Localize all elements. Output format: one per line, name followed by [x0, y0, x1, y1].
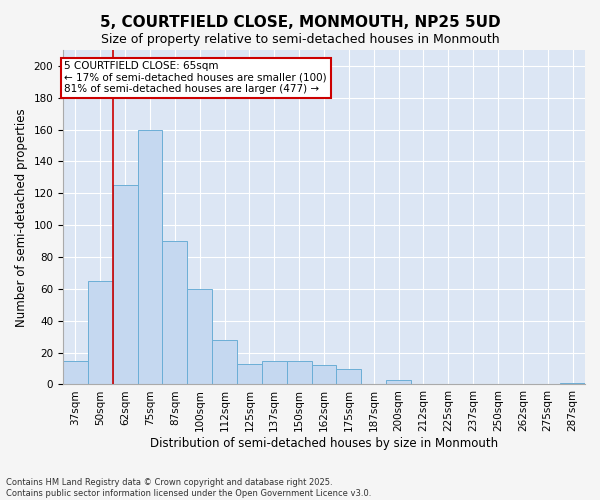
Bar [88, 281, 113, 384]
Bar [311, 366, 337, 384]
Bar [163, 241, 187, 384]
Y-axis label: Number of semi-detached properties: Number of semi-detached properties [15, 108, 28, 326]
Text: Size of property relative to semi-detached houses in Monmouth: Size of property relative to semi-detach… [101, 32, 499, 46]
Bar [212, 340, 237, 384]
Bar [386, 380, 411, 384]
Text: 5, COURTFIELD CLOSE, MONMOUTH, NP25 5UD: 5, COURTFIELD CLOSE, MONMOUTH, NP25 5UD [100, 15, 500, 30]
Text: 5 COURTFIELD CLOSE: 65sqm
← 17% of semi-detached houses are smaller (100)
81% of: 5 COURTFIELD CLOSE: 65sqm ← 17% of semi-… [64, 61, 327, 94]
Bar [63, 360, 88, 384]
Bar [337, 368, 361, 384]
Bar [287, 360, 311, 384]
Bar [187, 289, 212, 384]
Bar [113, 186, 137, 384]
Bar [237, 364, 262, 384]
Bar [262, 360, 287, 384]
Bar [560, 383, 585, 384]
X-axis label: Distribution of semi-detached houses by size in Monmouth: Distribution of semi-detached houses by … [150, 437, 498, 450]
Bar [137, 130, 163, 384]
Text: Contains HM Land Registry data © Crown copyright and database right 2025.
Contai: Contains HM Land Registry data © Crown c… [6, 478, 371, 498]
